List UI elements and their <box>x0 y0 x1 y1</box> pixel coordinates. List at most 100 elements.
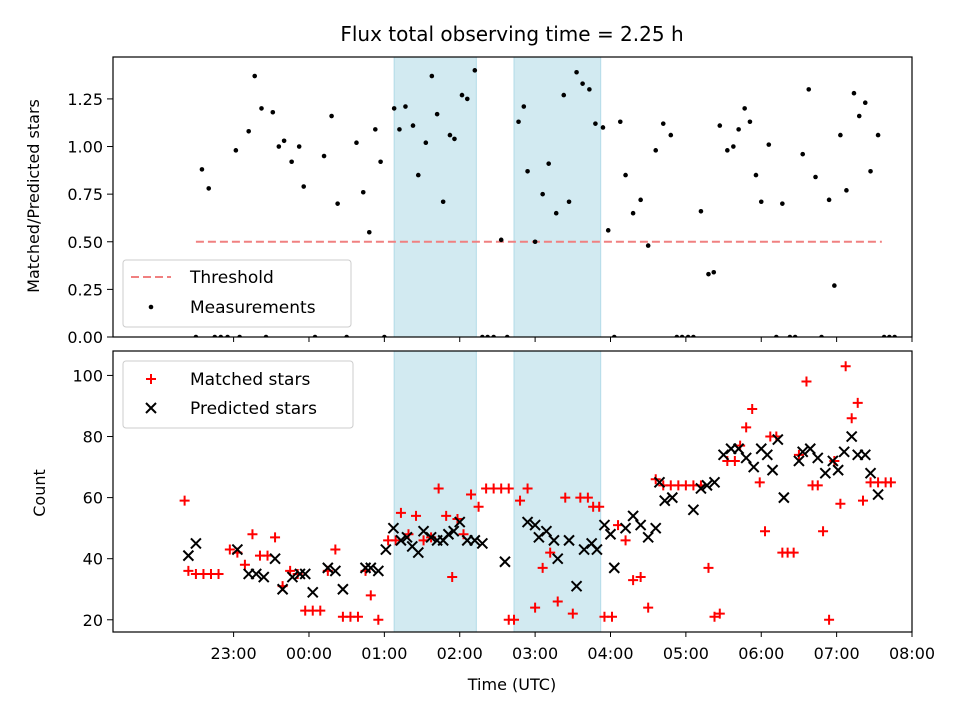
top-data-layer <box>193 68 897 337</box>
measurement-point <box>587 87 592 92</box>
matched-star-marker <box>390 535 401 546</box>
matched-star-marker <box>466 489 477 500</box>
predicted-star-marker <box>231 543 244 556</box>
measurement-point <box>259 106 264 111</box>
predicted-star-marker <box>521 516 534 528</box>
matched-star-marker <box>411 510 422 521</box>
matched-star-marker <box>818 526 829 537</box>
predicted-star-marker <box>650 522 662 534</box>
predicted-star-marker <box>796 446 809 458</box>
predicted-star-marker <box>845 430 858 443</box>
measurement-point <box>498 237 504 243</box>
measurement-point <box>276 144 282 149</box>
measurement-point <box>747 119 753 125</box>
predicted-star-marker <box>570 580 583 592</box>
matched-star-marker <box>365 590 376 601</box>
x-tick-label: 23:00 <box>211 644 257 663</box>
bottom-axes-frame <box>112 350 913 633</box>
predicted-star-marker <box>619 522 632 534</box>
matched-star-marker <box>760 526 771 537</box>
y-tick-label: 0.00 <box>67 328 103 347</box>
measurement-point <box>459 92 465 98</box>
bottom-legend: Matched stars Predicted stars <box>122 360 354 429</box>
measurement-point <box>875 132 881 138</box>
measurement-point <box>281 138 287 144</box>
predicted-star-marker <box>604 528 617 540</box>
matched-star-marker <box>537 562 548 573</box>
predicted-star-marker <box>307 586 319 599</box>
top-legend: Threshold Measurements <box>122 259 352 328</box>
matched-star-marker <box>330 544 341 555</box>
measurement-point <box>199 167 205 172</box>
measurement-point <box>711 269 717 275</box>
matched-star-marker <box>395 507 406 518</box>
measurement-point <box>360 189 366 195</box>
predicted-star-marker <box>387 522 400 534</box>
y-tick-label: 100 <box>72 366 103 385</box>
predicted-star-marker <box>425 531 437 544</box>
x-tick-label: 01:00 <box>361 644 407 663</box>
top-axes-frame <box>112 56 913 338</box>
measurement-point <box>862 100 868 106</box>
bottom-y-axis-label: Count <box>30 469 49 517</box>
measurement-point <box>758 199 764 205</box>
predicted-star-marker <box>250 568 262 580</box>
matched-star-marker <box>801 376 812 387</box>
top-y-axis-label: Matched/Predicted stars <box>24 99 43 293</box>
measurement-point <box>660 121 666 126</box>
measurement-point <box>668 132 674 138</box>
chart-title: Flux total observing time = 2.25 h <box>340 22 683 46</box>
matched-star-marker <box>594 501 605 512</box>
predicted-star-marker <box>476 537 489 550</box>
predicted-star-marker <box>286 571 299 583</box>
measurement-point <box>832 283 837 288</box>
legend-measurements-label: Measurements <box>190 298 316 318</box>
predicted-star-marker <box>838 446 850 458</box>
predicted-star-marker <box>395 534 407 547</box>
measurement-point <box>630 210 636 216</box>
predicted-star-marker <box>372 565 385 577</box>
predicted-star-marker <box>827 455 839 467</box>
predicted-star-marker <box>701 479 713 492</box>
predicted-star-marker <box>269 552 281 565</box>
matched-star-marker <box>545 547 556 558</box>
x-tick-label: 08:00 <box>889 644 935 663</box>
measurement-point <box>617 119 623 125</box>
y-tick-label: 1.25 <box>67 90 103 109</box>
predicted-star-marker <box>717 449 730 461</box>
predicted-star-marker <box>793 455 805 467</box>
matched-star-marker <box>179 495 190 506</box>
matched-star-marker <box>606 611 617 622</box>
predicted-star-marker <box>819 467 832 479</box>
matched-star-marker <box>247 529 258 540</box>
measurement-point <box>593 121 598 126</box>
bottom-data-layer <box>179 361 896 625</box>
matched-star-marker <box>515 495 526 506</box>
predicted-star-marker <box>832 464 844 476</box>
measurement-point <box>725 148 730 153</box>
measurement-point <box>440 199 446 205</box>
measurement-point <box>233 148 239 153</box>
measurement-point <box>645 243 651 248</box>
matched-star-marker <box>846 413 857 424</box>
predicted-star-marker <box>182 549 195 562</box>
predicted-star-marker <box>322 562 334 574</box>
legend-predicted-swatch <box>145 402 157 414</box>
measurement-point <box>329 113 334 119</box>
predicted-star-marker <box>447 525 460 537</box>
measurement-point <box>397 127 402 132</box>
matched-star-marker <box>567 608 578 619</box>
predicted-star-marker <box>190 537 202 550</box>
measurement-point <box>561 92 567 98</box>
measurement-point <box>335 201 340 206</box>
observing-window-1 <box>393 350 477 633</box>
matched-star-marker <box>213 568 224 579</box>
measurement-point <box>429 73 435 79</box>
predicted-star-marker <box>591 543 603 556</box>
predicted-star-marker <box>642 531 654 544</box>
matched-star-marker <box>709 611 720 622</box>
predicted-star-marker <box>454 516 466 528</box>
predicted-star-marker <box>666 491 679 504</box>
